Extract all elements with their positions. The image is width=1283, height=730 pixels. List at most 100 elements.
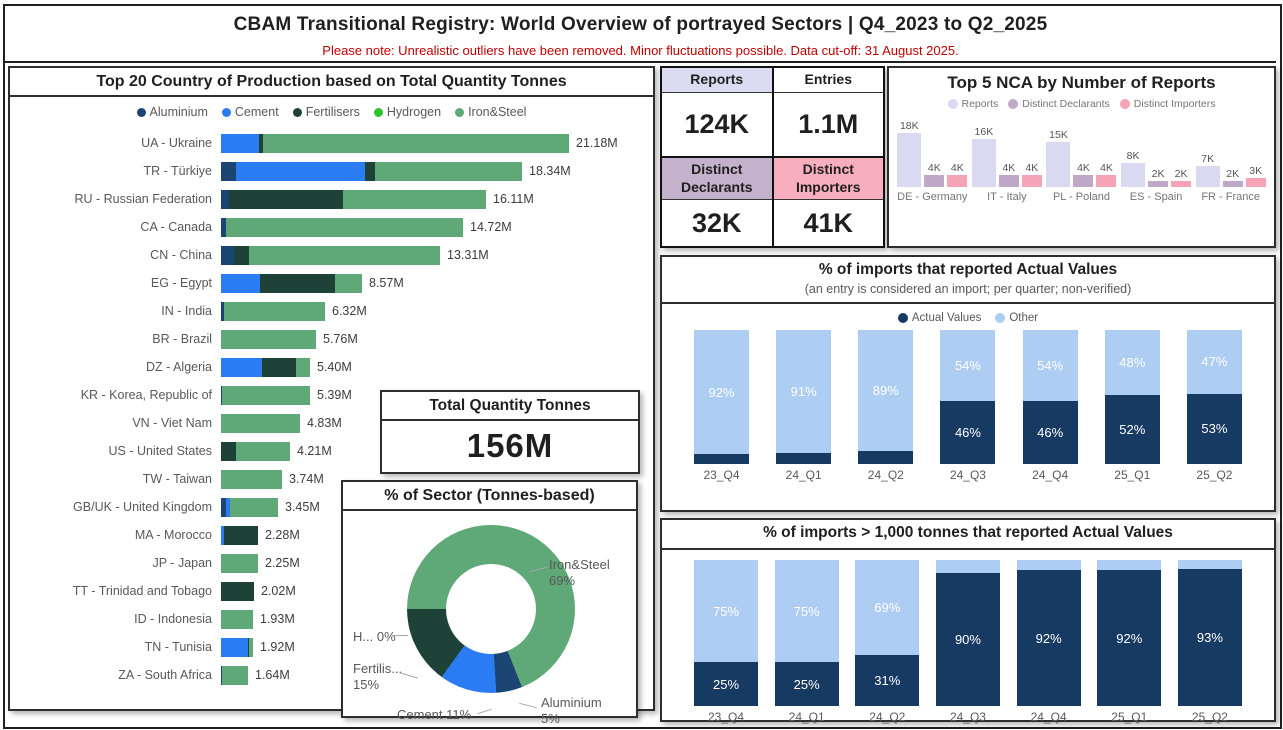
bar[interactable] [971, 139, 996, 187]
segment-actual-values[interactable]: 46% [1022, 401, 1078, 464]
stacked-bar[interactable] [221, 245, 440, 265]
segment-actual-values[interactable]: 31% [855, 655, 920, 706]
nca-group[interactable]: 8K 2K 2K ES - Spain [1119, 117, 1193, 204]
stacked-bar[interactable] [221, 329, 316, 349]
stacked-column[interactable]: 47% 53% [1186, 330, 1242, 464]
bar-segment[interactable] [221, 469, 282, 489]
segment-other[interactable]: 69% [855, 560, 920, 656]
segment-actual-values[interactable]: 25% [774, 662, 839, 706]
bar-segment[interactable] [221, 497, 226, 517]
bar[interactable] [1046, 142, 1071, 187]
bar-segment[interactable] [261, 357, 296, 377]
segment-actual-values[interactable]: 52% [1104, 394, 1160, 464]
bar-segment[interactable] [221, 357, 262, 377]
bar-segment[interactable] [260, 273, 336, 293]
segment-other[interactable]: 89% [858, 330, 914, 451]
bar-segment[interactable] [221, 301, 225, 321]
stacked-column[interactable]: 69% 31% [855, 560, 920, 706]
legend-item[interactable]: Distinct Importers [1119, 98, 1215, 110]
bar-segment[interactable] [224, 301, 325, 321]
bar-segment[interactable] [295, 357, 310, 377]
segment-actual-values[interactable]: 90% [935, 573, 1000, 706]
stacked-column[interactable]: 92% [1016, 560, 1081, 706]
segment-other[interactable]: 54% [940, 330, 996, 402]
legend-item[interactable]: Reports [947, 98, 998, 110]
segment-other[interactable] [1177, 560, 1242, 570]
bar-segment[interactable] [221, 273, 261, 293]
segment-actual-values[interactable]: 53% [1186, 393, 1242, 464]
segment-other[interactable] [1097, 560, 1162, 571]
stacked-bar[interactable] [221, 609, 253, 629]
segment-actual-values[interactable]: 93% [1177, 569, 1242, 706]
bar-segment[interactable] [221, 245, 235, 265]
bar-segment[interactable] [234, 245, 250, 265]
bar-segment[interactable] [221, 553, 258, 573]
legend-item[interactable]: Hydrogen [373, 105, 441, 119]
segment-actual-values[interactable]: 92% [1097, 570, 1162, 706]
stacked-bar[interactable] [221, 525, 258, 545]
segment-actual-values[interactable] [776, 453, 832, 464]
segment-other[interactable]: 91% [776, 330, 832, 454]
stacked-bar[interactable] [221, 385, 310, 405]
nca-group[interactable]: 7K 2K 3K FR - France [1194, 117, 1268, 204]
bar-segment[interactable] [221, 385, 222, 405]
legend-item[interactable]: Aluminium [136, 105, 208, 119]
bar[interactable] [1073, 175, 1094, 187]
segment-actual-values[interactable] [694, 454, 749, 464]
segment-actual-values[interactable]: 92% [1016, 570, 1081, 706]
bar[interactable] [1096, 175, 1117, 187]
segment-other[interactable]: 92% [694, 330, 749, 455]
segment-actual-values[interactable]: 46% [940, 401, 996, 464]
stacked-bar[interactable] [221, 413, 300, 433]
segment-other[interactable]: 48% [1104, 330, 1160, 395]
legend-item[interactable]: Fertilisers [292, 105, 360, 119]
stacked-bar[interactable] [221, 665, 248, 685]
stacked-column[interactable]: 54% 46% [1022, 330, 1078, 464]
bar-segment[interactable] [249, 637, 253, 657]
bar-segment[interactable] [247, 637, 250, 657]
bar-segment[interactable] [221, 665, 223, 685]
stacked-bar[interactable] [221, 637, 253, 657]
stacked-bar[interactable] [221, 189, 486, 209]
nca-group[interactable]: 16K 4K 4K IT - Italy [970, 117, 1044, 204]
stacked-bar[interactable] [221, 217, 463, 237]
bar-segment[interactable] [221, 217, 226, 237]
bar-segment[interactable] [259, 133, 263, 153]
segment-actual-values[interactable] [858, 450, 914, 464]
legend-item[interactable]: Distinct Declarants [1008, 98, 1110, 110]
stacked-bar[interactable] [221, 441, 290, 461]
bar[interactable] [924, 175, 945, 187]
bar[interactable] [1021, 175, 1042, 187]
stacked-column[interactable]: 91% [776, 330, 832, 464]
stacked-bar[interactable] [221, 581, 254, 601]
segment-actual-values[interactable]: 25% [694, 662, 758, 706]
bar[interactable] [1195, 166, 1220, 187]
segment-other[interactable] [1016, 560, 1081, 571]
bar[interactable] [1171, 181, 1192, 187]
bar-segment[interactable] [221, 329, 316, 349]
bar-segment[interactable] [228, 189, 343, 209]
bar-segment[interactable] [365, 161, 375, 181]
stacked-column[interactable]: 90% [935, 560, 1000, 706]
bar[interactable] [897, 133, 922, 187]
bar-segment[interactable] [374, 161, 522, 181]
bar-segment[interactable] [221, 609, 253, 629]
bar-segment[interactable] [221, 189, 229, 209]
stacked-column[interactable]: 48% 52% [1104, 330, 1160, 464]
bar[interactable] [947, 175, 968, 187]
bar-segment[interactable] [221, 385, 310, 405]
nca-group[interactable]: 15K 4K 4K PL - Poland [1044, 117, 1118, 204]
bar[interactable] [1222, 181, 1243, 187]
segment-other[interactable]: 75% [774, 560, 839, 662]
stacked-column[interactable]: 75% 25% [774, 560, 839, 706]
bar-segment[interactable] [223, 525, 258, 545]
bar-segment[interactable] [236, 161, 366, 181]
stacked-bar[interactable] [221, 357, 310, 377]
stacked-bar[interactable] [221, 161, 522, 181]
bar-segment[interactable] [335, 273, 363, 293]
bar-segment[interactable] [221, 161, 237, 181]
legend-item[interactable]: Actual Values [897, 312, 981, 324]
legend-item[interactable]: Cement [221, 105, 279, 119]
stacked-column[interactable]: 75% 25% [694, 560, 758, 706]
bar-segment[interactable] [342, 189, 486, 209]
